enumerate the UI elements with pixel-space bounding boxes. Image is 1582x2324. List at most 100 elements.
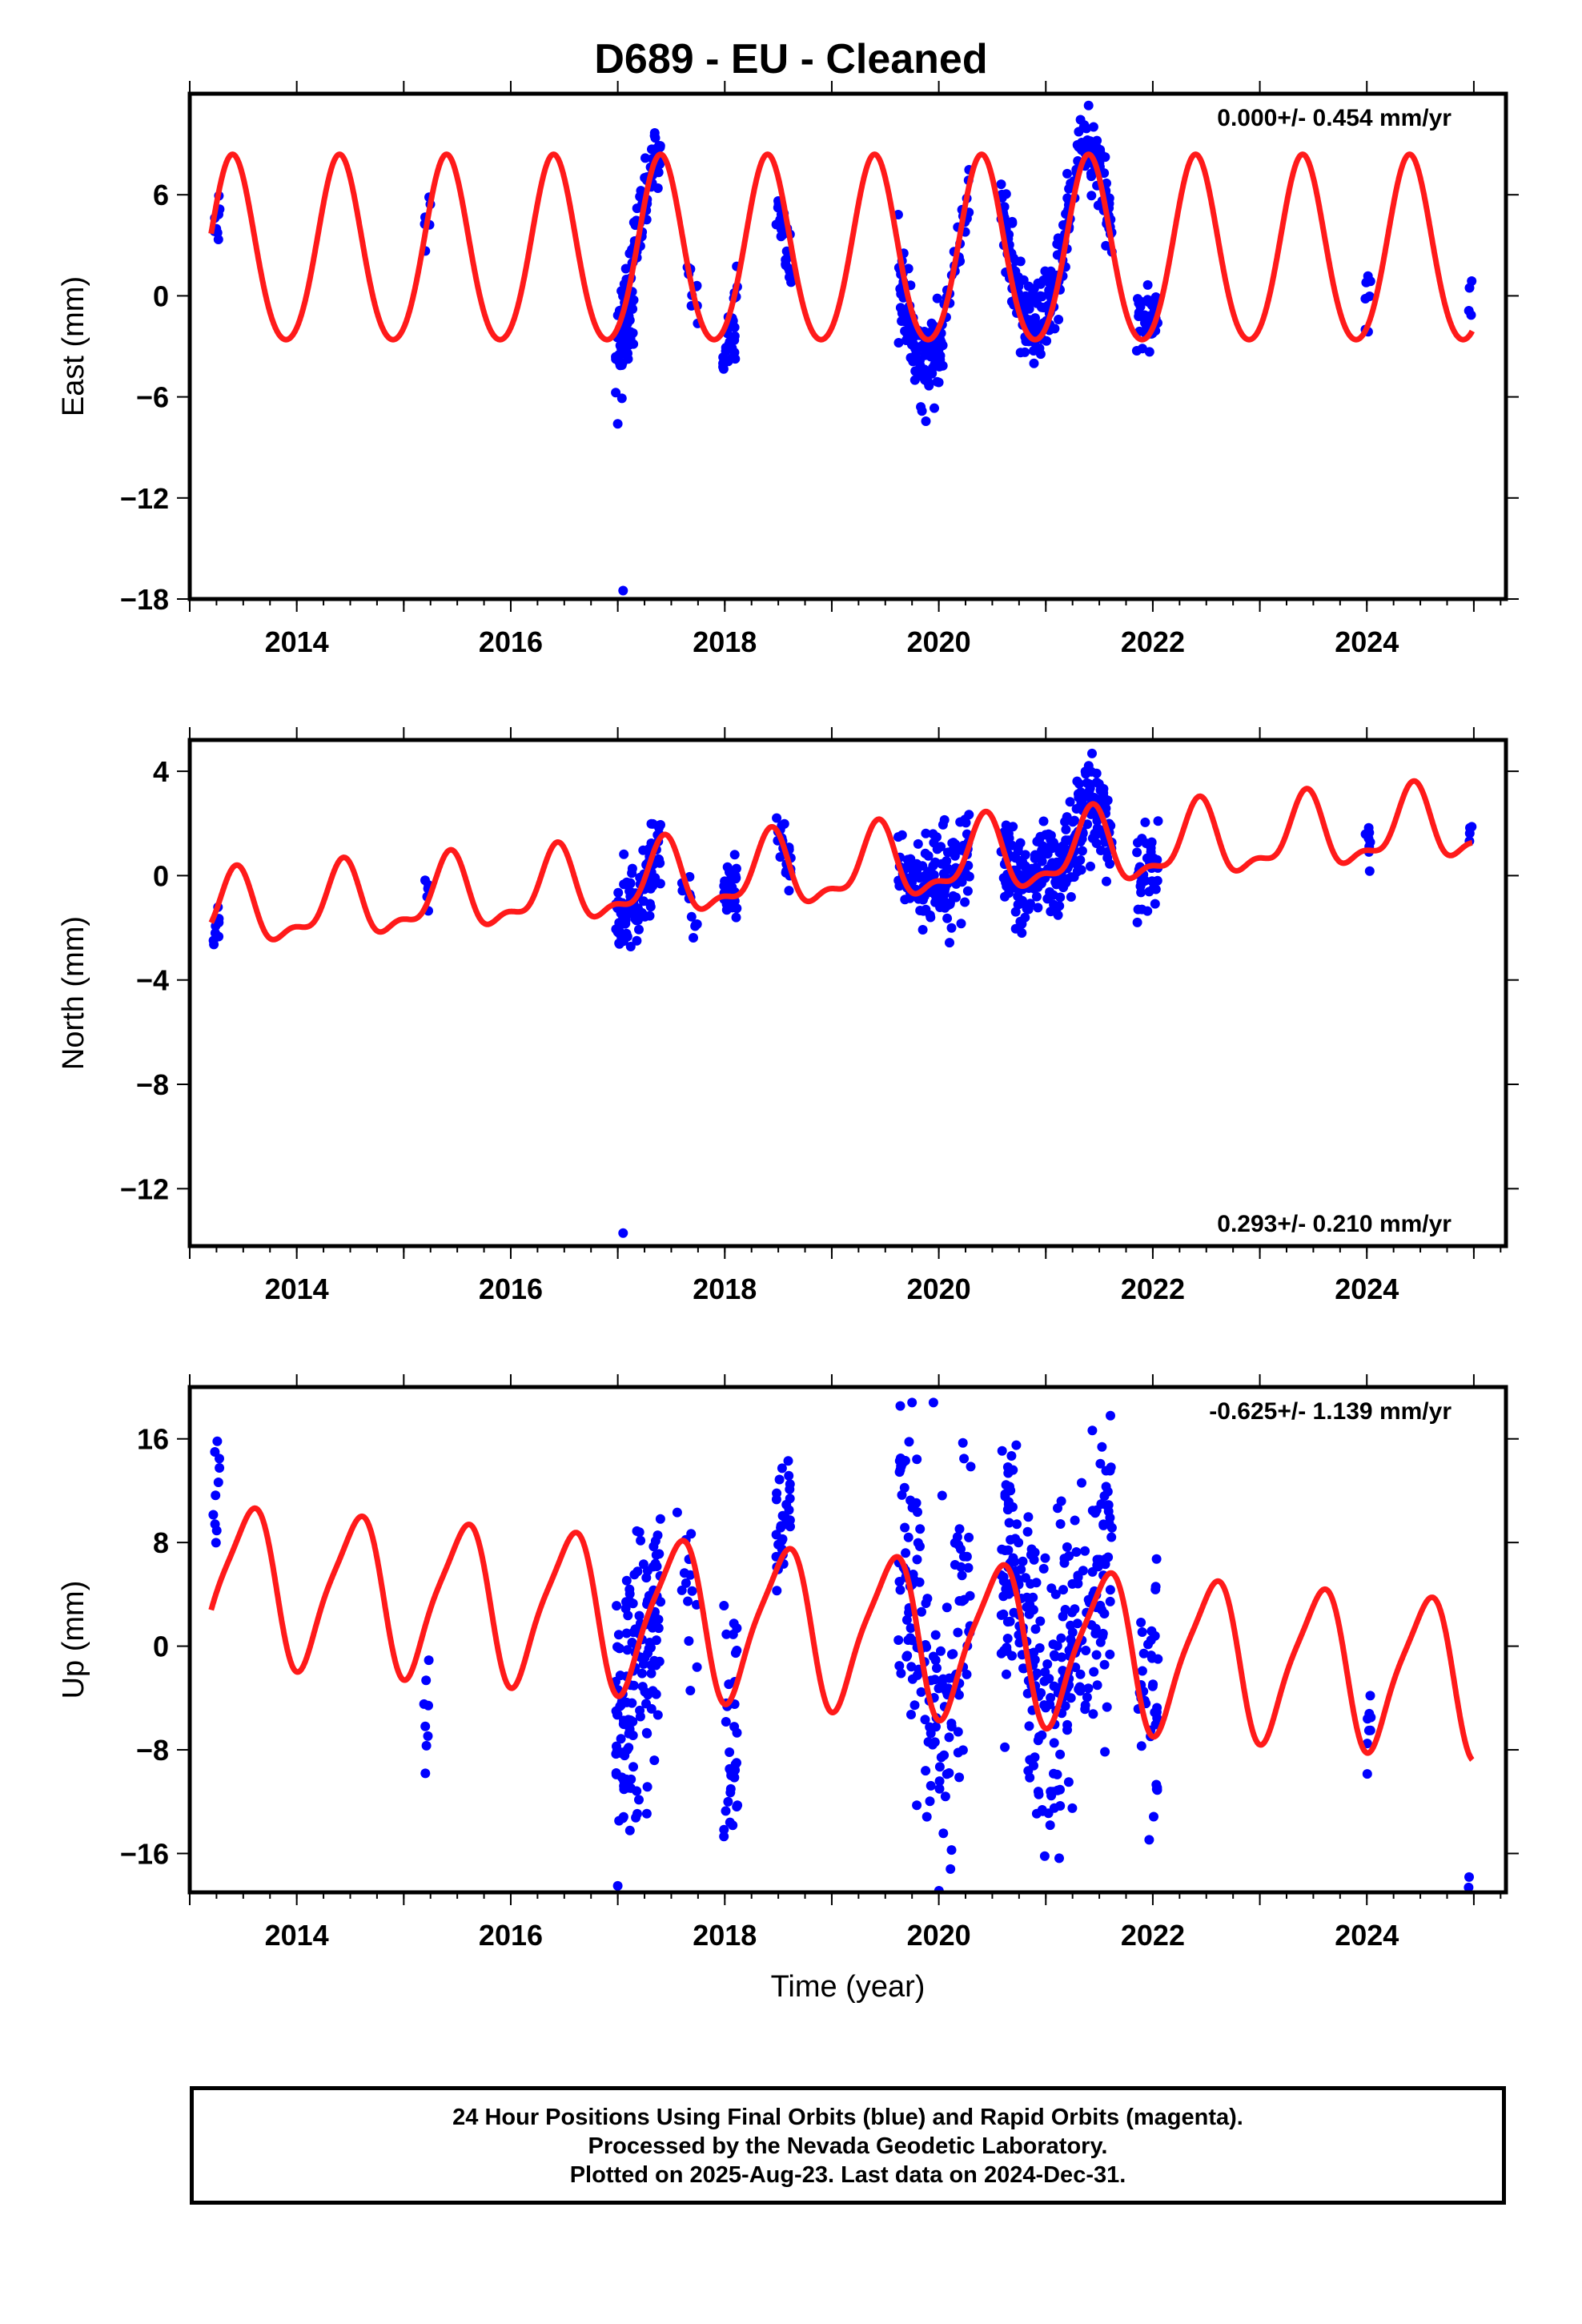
data-point <box>684 1636 694 1647</box>
data-point <box>934 1783 945 1794</box>
data-point <box>1030 1752 1040 1763</box>
data-point <box>948 1649 958 1659</box>
y-tick-label: 6 <box>153 179 169 211</box>
data-point <box>1098 784 1109 794</box>
data-point <box>211 1538 221 1548</box>
data-point <box>424 1655 434 1666</box>
data-point <box>1083 1594 1094 1605</box>
data-point <box>721 905 732 915</box>
data-point <box>934 1776 945 1787</box>
data-point <box>777 1463 787 1474</box>
data-point <box>924 380 934 391</box>
data-point <box>776 1522 786 1533</box>
data-point <box>685 1686 696 1695</box>
data-point <box>1009 1607 1019 1618</box>
data-point <box>1075 1669 1086 1679</box>
data-point <box>1035 831 1046 842</box>
data-point <box>612 1601 622 1611</box>
data-point <box>1081 791 1091 802</box>
data-point <box>927 1739 938 1750</box>
data-point <box>950 840 960 850</box>
data-point <box>997 189 1007 199</box>
data-point <box>1080 1700 1090 1711</box>
y-tick-label: −12 <box>120 1172 169 1205</box>
chart-panel-east: 2014 2016 2018 2020 2022 2024 6 0 −6 −12 −18 East (… <box>57 81 1519 658</box>
data-point <box>1017 919 1027 929</box>
data-point <box>632 935 642 946</box>
data-point <box>728 1629 738 1639</box>
data-point <box>683 1596 693 1606</box>
data-point <box>999 202 1010 212</box>
data-point <box>1002 1462 1013 1472</box>
data-point <box>1053 1503 1062 1514</box>
data-point <box>1037 302 1046 312</box>
data-point <box>917 406 927 416</box>
data-point <box>1086 861 1095 871</box>
data-point <box>915 1542 925 1551</box>
data-point <box>1467 276 1477 286</box>
data-point-outlier <box>1083 100 1094 111</box>
data-point <box>611 1769 621 1779</box>
data-point <box>1080 1546 1090 1556</box>
data-point <box>1062 1719 1073 1730</box>
data-point <box>1029 283 1039 294</box>
rate-annotation: 0.293+/- 0.210 mm/yr <box>1217 1211 1452 1237</box>
data-point <box>1137 904 1147 915</box>
data-point <box>901 1614 912 1625</box>
data-point <box>930 1675 940 1685</box>
data-point <box>915 906 926 915</box>
data-point <box>1001 820 1011 830</box>
data-point <box>908 867 918 877</box>
data-points-north <box>208 748 1477 1238</box>
data-point <box>1136 1741 1146 1751</box>
y-tick-label: 0 <box>153 859 169 892</box>
data-point <box>921 828 931 838</box>
data-point <box>1007 1651 1017 1661</box>
footer-line-2: Processed by the Nevada Geodetic Laborat… <box>588 2133 1108 2159</box>
data-point <box>642 1782 652 1792</box>
data-point <box>1049 1738 1059 1748</box>
data-point <box>1010 853 1021 863</box>
data-point <box>957 1596 967 1606</box>
data-point <box>679 1568 689 1578</box>
data-point <box>640 153 650 163</box>
data-point <box>1101 240 1111 251</box>
data-point <box>718 358 729 368</box>
data-point <box>934 886 944 896</box>
data-point <box>1046 843 1057 854</box>
data-point <box>1153 816 1163 826</box>
data-point <box>1037 1730 1047 1740</box>
data-point <box>636 186 646 196</box>
chart-panel-up: 2014 2016 2018 2020 2022 2024 16 8 0 −8 −16 Up (mm)… <box>57 1374 1519 2004</box>
data-point <box>732 1802 742 1811</box>
data-point <box>619 1719 629 1730</box>
data-point <box>725 867 734 877</box>
data-point <box>1150 1707 1160 1718</box>
data-point <box>424 1700 433 1711</box>
data-point <box>613 887 624 898</box>
data-point <box>1151 1554 1162 1564</box>
x-tick-label: 2016 <box>479 1919 543 1952</box>
data-point <box>1002 1634 1013 1643</box>
data-point <box>893 832 903 842</box>
data-point <box>930 1655 941 1666</box>
data-point <box>1025 899 1035 909</box>
data-point <box>900 316 910 327</box>
data-point <box>731 873 741 883</box>
data-point <box>624 906 634 916</box>
data-point <box>1365 1691 1375 1701</box>
data-point <box>997 1445 1007 1456</box>
rate-annotation: 0.000+/- 0.454 mm/yr <box>1217 105 1452 131</box>
data-point <box>1137 834 1147 844</box>
data-point <box>1146 837 1157 847</box>
data-point <box>953 1747 963 1758</box>
data-point <box>945 938 954 948</box>
data-point <box>728 1767 738 1778</box>
data-point <box>1029 358 1039 368</box>
data-point <box>1065 797 1075 807</box>
data-point <box>899 1482 909 1493</box>
data-point <box>634 1610 644 1621</box>
data-point <box>725 1747 735 1757</box>
data-point <box>1097 1605 1106 1615</box>
